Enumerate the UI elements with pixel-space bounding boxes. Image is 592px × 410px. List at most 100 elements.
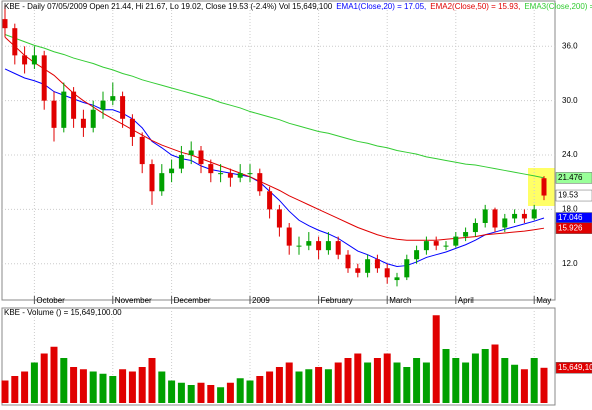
volume-bar: [109, 376, 117, 403]
price-frame: [1, 0, 556, 301]
volume-bar: [207, 385, 215, 403]
volume-bar: [21, 371, 29, 403]
volume-bar: [50, 346, 58, 403]
candle-body: [31, 55, 37, 65]
price-tag: 15.926: [558, 223, 583, 232]
chart-title: KBE - Daily 07/05/2009 Open 21.44, Hi 21…: [4, 2, 333, 11]
volume-bar: [373, 358, 381, 403]
candle-body: [325, 241, 331, 251]
volume-bar: [187, 385, 195, 403]
x-tick-label: May: [536, 296, 551, 305]
candle-body: [227, 173, 233, 178]
price-tag: 17.046: [558, 213, 583, 222]
candle-body: [208, 164, 214, 174]
volume-bar: [422, 362, 430, 403]
price-tag: 21.476: [558, 173, 583, 182]
legend-entry: EMA1(Close,20) = 17.05,: [336, 2, 426, 11]
volume-bar: [89, 371, 97, 403]
candle-body: [12, 28, 18, 56]
volume-bar: [315, 367, 323, 403]
volume-bar: [540, 367, 548, 403]
candle-body: [2, 19, 8, 29]
x-tick-label: March: [389, 296, 411, 305]
volume-bar: [520, 369, 528, 403]
candle-body: [394, 277, 400, 281]
volume-bar: [60, 358, 68, 403]
volume-bar: [501, 358, 509, 403]
candle-body: [306, 241, 312, 246]
price-tag-bg: [555, 172, 592, 184]
x-tick-label: November: [115, 296, 152, 305]
volume-bar: [99, 373, 107, 403]
volume-bar: [79, 369, 87, 403]
volume-bar: [177, 382, 185, 403]
candle-body: [355, 268, 361, 273]
x-tick-label: 2009: [252, 296, 270, 305]
volume-tag: 15,649,100: [558, 363, 592, 372]
candle-body: [188, 150, 194, 156]
y-tick-label: 18.0: [562, 205, 578, 214]
volume-bar: [158, 371, 166, 403]
volume-bar: [413, 358, 421, 403]
candle-body: [374, 259, 380, 269]
candle-body: [286, 227, 292, 246]
volume-bar: [442, 349, 450, 403]
y-tick-label: 36.0: [562, 41, 578, 50]
candle-body: [502, 218, 508, 228]
volume-bar: [217, 387, 225, 403]
volume-bar: [197, 382, 205, 403]
candle-body: [22, 55, 28, 65]
volume-bar: [128, 371, 136, 403]
candle-body: [453, 236, 459, 246]
y-tick-label: 12.0: [562, 259, 578, 268]
candle-body: [531, 209, 537, 219]
candle-body: [492, 209, 498, 228]
candle-body: [218, 173, 224, 175]
candle-body: [463, 232, 469, 237]
candle-body: [110, 96, 116, 101]
x-tick-label: December: [174, 296, 211, 305]
candle-body: [257, 173, 263, 192]
volume-tag-bg: [555, 362, 592, 374]
volume-bar: [70, 367, 78, 403]
volume-bar: [30, 362, 38, 403]
volume-bar: [354, 353, 362, 403]
candle-body: [541, 178, 547, 196]
volume-bar: [168, 380, 176, 403]
candle-body: [423, 241, 429, 251]
volume-bar: [138, 367, 146, 403]
volume-bar: [119, 369, 127, 403]
volume-bar: [256, 376, 264, 403]
volume-bar: [295, 371, 303, 403]
volume-bar: [393, 362, 401, 403]
candle-body: [316, 241, 322, 251]
volume-bar: [266, 371, 274, 403]
candle-body: [345, 254, 351, 269]
legend-entry: EMA3(Close,200) = 21.48: [524, 2, 592, 11]
volume-bar: [403, 367, 411, 403]
candle-body: [41, 55, 47, 101]
volume-bar: [462, 362, 470, 403]
candle-body: [237, 173, 243, 178]
volume-bar: [324, 369, 332, 403]
candle-body: [129, 118, 135, 137]
x-tick-label: April: [458, 296, 474, 305]
volume-bar: [471, 353, 479, 403]
volume-frame: [1, 307, 556, 406]
candle-body: [80, 118, 86, 128]
volume-bar: [11, 376, 19, 403]
candle-body: [512, 213, 518, 219]
candle-body: [296, 245, 302, 247]
candle-body: [51, 100, 57, 128]
price-tag-bg: [555, 189, 592, 202]
candle-body: [149, 164, 155, 192]
candle-body: [139, 136, 145, 165]
legend-entry: EMA2(Close,50) = 15.93,: [430, 2, 520, 11]
volume-bar: [432, 315, 440, 403]
volume-bar: [491, 344, 499, 403]
volume-bar: [383, 353, 391, 403]
volume-bar: [530, 358, 538, 403]
candle-body: [120, 96, 126, 119]
